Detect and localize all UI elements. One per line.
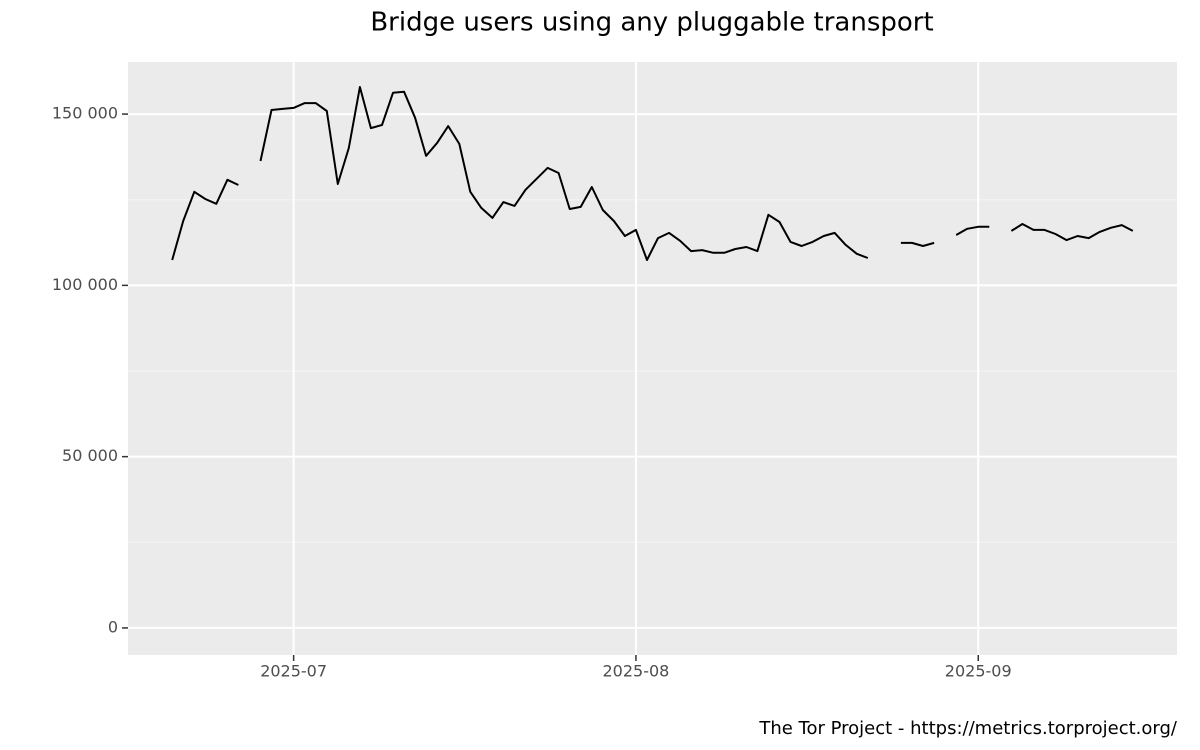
x-tick-label: 2025-07 [260, 662, 327, 681]
caption: The Tor Project - https://metrics.torpro… [758, 718, 1178, 739]
chart-title: Bridge users using any pluggable transpo… [370, 8, 933, 38]
data-line [171, 86, 1134, 261]
y-tick-label: 50 000 [62, 446, 118, 465]
y-tick-label: 150 000 [52, 104, 118, 123]
x-tick-label: 2025-09 [945, 662, 1012, 681]
x-tick-label: 2025-08 [603, 662, 670, 681]
y-tick-label: 0 [108, 617, 118, 636]
plot-panel [128, 62, 1177, 655]
y-tick-label: 100 000 [52, 275, 118, 294]
